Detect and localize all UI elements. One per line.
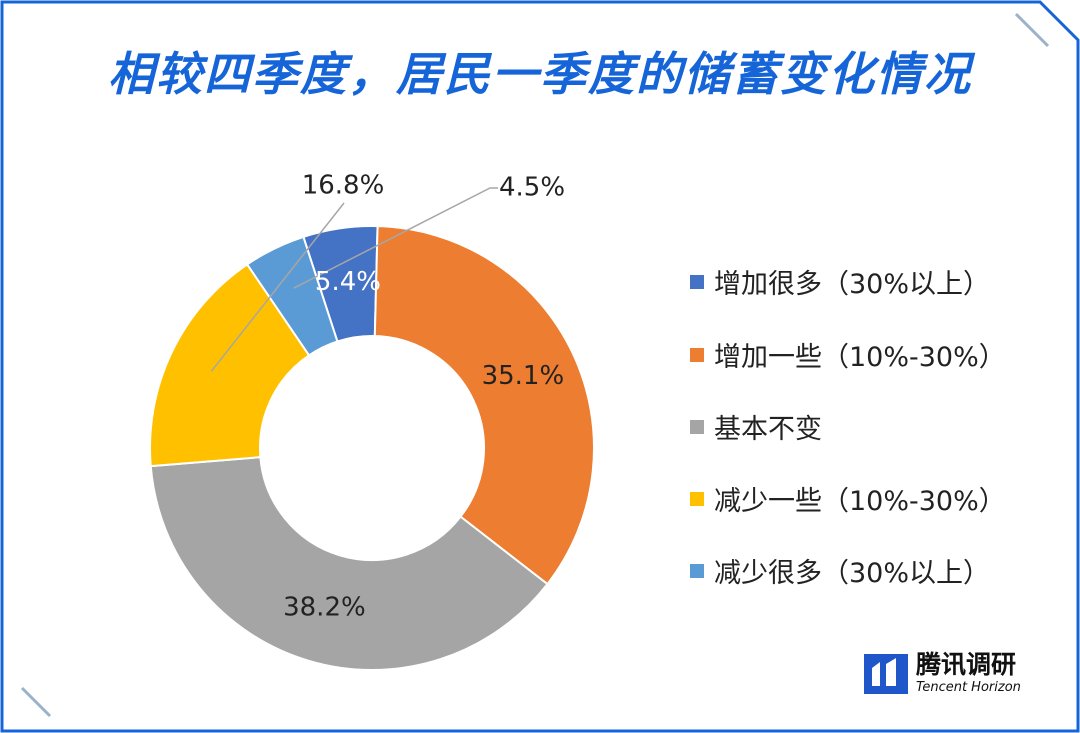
legend-item-decrease-some: 减少一些（10%-30%） (690, 479, 1006, 518)
slice-increase-some (373, 225, 595, 586)
legend-swatch (690, 563, 704, 578)
data-label-unchanged: 38.2% (283, 593, 366, 623)
legend-swatch (690, 491, 704, 506)
legend-label: 增加很多（30%以上） (714, 269, 991, 300)
legend-label: 基本不变 (714, 414, 822, 445)
legend-swatch (690, 419, 704, 434)
legend-item-increase-some: 增加一些（10%-30%） (690, 335, 1006, 374)
legend-swatch (690, 347, 704, 362)
data-label-increase-some: 35.1% (482, 361, 565, 391)
legend-swatch (690, 274, 704, 289)
brand-logo: 腾讯调研 Tencent Horizon (864, 652, 1021, 696)
slice-decrease-large (245, 235, 339, 357)
brand-name-cn: 腾讯调研 (916, 650, 1017, 679)
leader-line-decrease-large (293, 187, 498, 289)
legend-label: 增加一些（10%-30%） (714, 342, 1006, 373)
leader-line-decrease-some (210, 202, 345, 372)
chart-title: 相较四季度，居民一季度的储蓄变化情况 (108, 47, 972, 101)
legend-item-increase-large: 增加很多（30%以上） (690, 262, 990, 301)
data-label-decrease-large: 4.5% (499, 173, 565, 203)
brand-mark-icon (864, 654, 908, 694)
legend-label: 减少一些（10%-30%） (714, 486, 1006, 517)
slice-unchanged (149, 456, 549, 671)
slice-decrease-some (149, 262, 311, 468)
legend-label: 减少很多（30%以上） (714, 558, 991, 589)
legend-item-decrease-large: 减少很多（30%以上） (690, 551, 990, 590)
data-label-decrease-some: 16.8% (302, 171, 385, 201)
legend-item-unchanged: 基本不变 (690, 407, 822, 446)
brand-name-en: Tencent Horizon (916, 680, 1021, 695)
data-label-increase-large: 5.4% (315, 267, 381, 297)
